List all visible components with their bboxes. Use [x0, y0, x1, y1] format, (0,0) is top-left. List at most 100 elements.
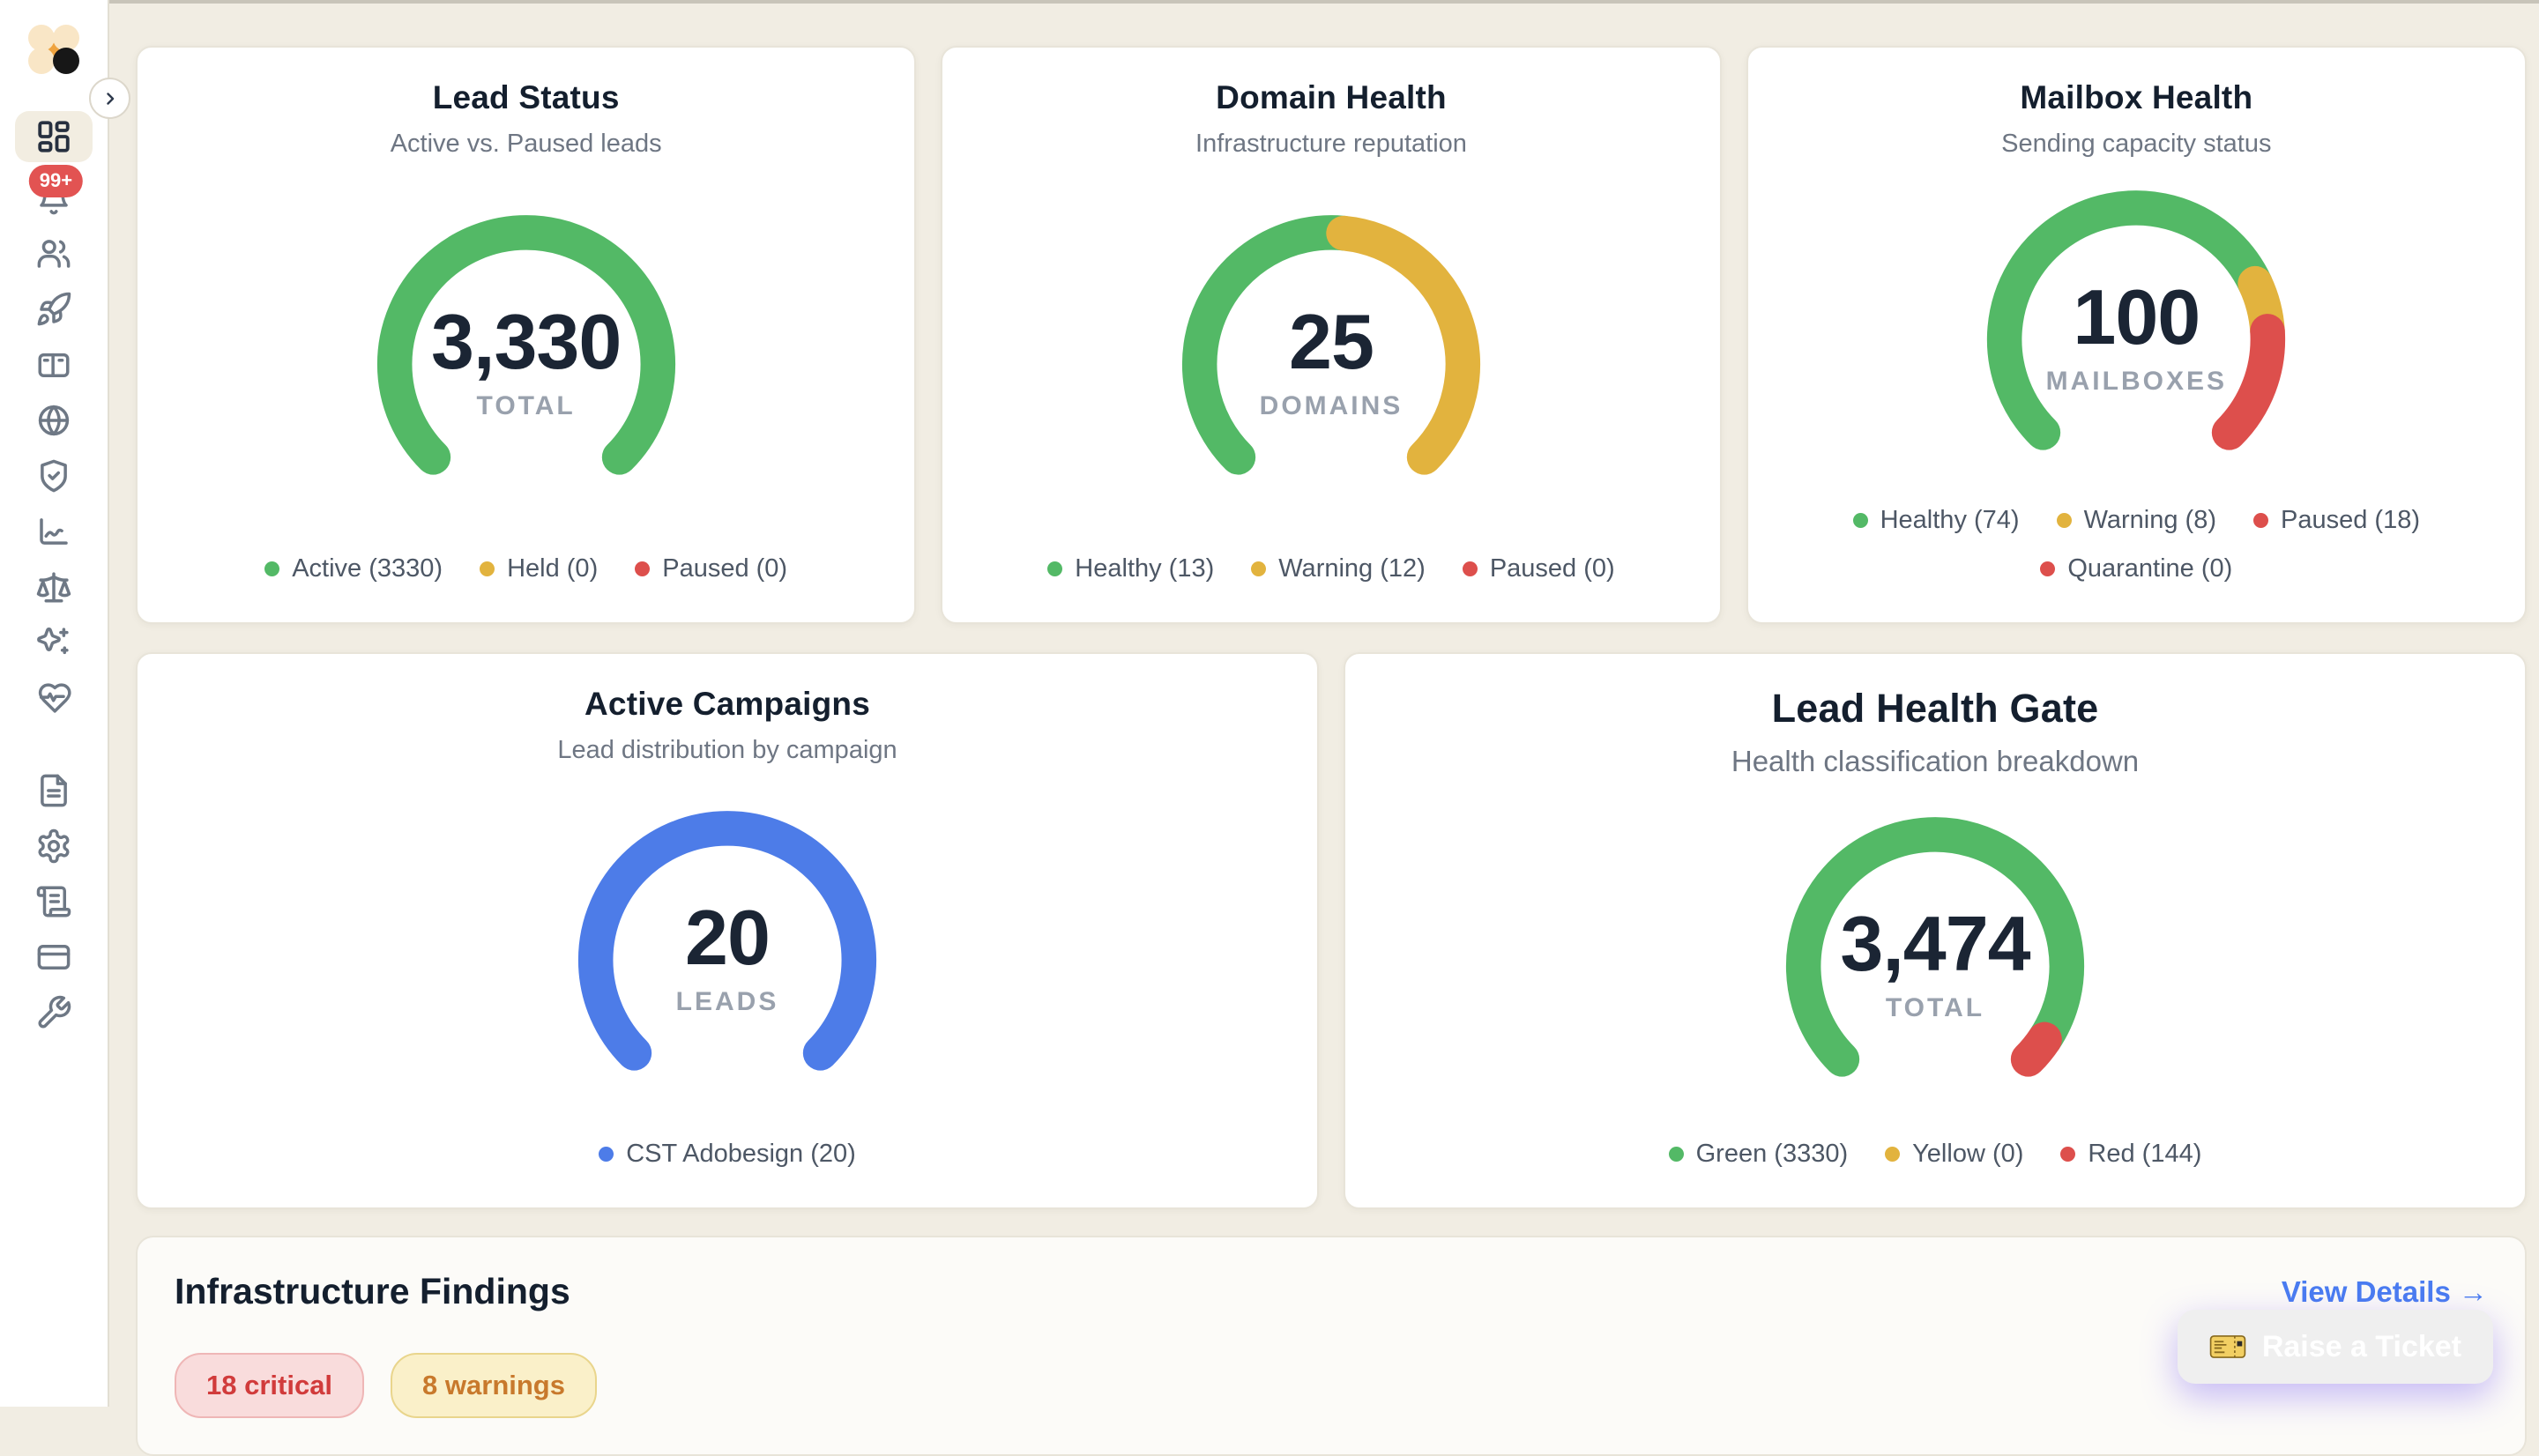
- legend-dot: [1852, 513, 1868, 528]
- legend-dot: [635, 561, 651, 576]
- sidebar-expand-button[interactable]: [89, 78, 130, 119]
- sidebar-item-invoices[interactable]: [34, 882, 73, 921]
- sidebar-item-billing[interactable]: [34, 938, 73, 977]
- sidebar-item-documents[interactable]: [34, 771, 73, 810]
- legend-dot: [1251, 561, 1267, 576]
- legend-item: Paused (0): [635, 554, 787, 583]
- main-content: Lead Status Active vs. Paused leads 3,33…: [109, 0, 2539, 1456]
- gauge-chart: 3,474 TOTAL: [1366, 782, 2504, 1133]
- sidebar-item-health[interactable]: [34, 679, 73, 717]
- findings-badges: 18 critical 8 warnings: [175, 1353, 2488, 1418]
- legend-label: Red (144): [2088, 1140, 2202, 1168]
- card-title: Lead Status: [432, 79, 620, 115]
- legend-dot: [2060, 1147, 2076, 1162]
- sidebar-item-ai-tools[interactable]: [34, 623, 73, 662]
- notification-badge: 99+: [28, 165, 84, 197]
- chart-line-icon: [40, 518, 68, 545]
- sparkles-icon: [37, 628, 69, 655]
- card-title: Mailbox Health: [2020, 79, 2253, 115]
- logo-circle: [53, 48, 79, 74]
- legend-label: Green (3330): [1695, 1140, 1849, 1168]
- legend-dot: [1047, 561, 1063, 576]
- sidebar-item-settings[interactable]: [34, 827, 73, 865]
- legend-label: Active (3330): [292, 554, 443, 583]
- card-subtitle: Lead distribution by campaign: [557, 736, 897, 764]
- sidebar-item-accounts[interactable]: [34, 345, 73, 384]
- ticket-button-label: Raise a Ticket: [2261, 1329, 2461, 1363]
- gear-icon: [38, 828, 70, 864]
- legend-item: Warning (8): [2056, 506, 2216, 535]
- legend-item: Healthy (74): [1852, 506, 2020, 535]
- wrench-icon: [38, 995, 71, 1029]
- card-active-campaigns: Active Campaigns Lead distribution by ca…: [136, 652, 1319, 1209]
- card-title: Domain Health: [1216, 79, 1447, 115]
- gauge-chart: 100 MAILBOXES: [1769, 162, 2504, 499]
- legend-item: Paused (0): [1462, 554, 1615, 583]
- legend-dot: [2040, 561, 2056, 576]
- legend-item: Healthy (13): [1047, 554, 1214, 583]
- findings-badge-warning[interactable]: 8 warnings: [391, 1353, 597, 1418]
- legend-dot: [2056, 513, 2072, 528]
- card-subtitle: Infrastructure reputation: [1195, 130, 1467, 158]
- legend-dot: [2253, 513, 2268, 528]
- view-details-link[interactable]: View Details →: [2281, 1274, 2488, 1308]
- globe-icon: [38, 405, 70, 436]
- legend-dot: [1885, 1147, 1901, 1162]
- sidebar-item-tools[interactable]: [34, 993, 73, 1032]
- sidebar-item-compliance[interactable]: [34, 568, 73, 606]
- heart-pulse-icon: [38, 683, 71, 713]
- sidebar-item-analytics[interactable]: [34, 512, 73, 551]
- gauge-chart: 3,330 TOTAL: [159, 162, 893, 547]
- legend-item: Yellow (0): [1885, 1140, 2023, 1169]
- legend-item: Quarantine (0): [2040, 554, 2232, 583]
- gauge-legend: Healthy (13) Warning (12) Paused (0): [1047, 554, 1615, 583]
- gauge-arc: [376, 214, 675, 475]
- infrastructure-findings-card: Infrastructure Findings View Details → 1…: [136, 1236, 2527, 1456]
- legend-label: Warning (12): [1278, 554, 1426, 583]
- ticket-icon: [2209, 1335, 2246, 1358]
- findings-header: Infrastructure Findings View Details →: [175, 1271, 2488, 1312]
- cards-row-bottom: Active Campaigns Lead distribution by ca…: [136, 652, 2527, 1209]
- legend-label: Paused (18): [2281, 506, 2420, 534]
- legend-dot: [480, 561, 495, 576]
- sidebar-nav: 99+: [0, 111, 108, 1032]
- legend-label: Healthy (13): [1075, 554, 1215, 583]
- app-logo[interactable]: [28, 25, 79, 74]
- legend-label: Warning (8): [2083, 506, 2216, 534]
- sidebar: 99+: [0, 0, 109, 1407]
- gauge-legend: Green (3330) Yellow (0) Red (144): [1668, 1140, 2201, 1169]
- sidebar-item-notifications[interactable]: 99+: [28, 165, 84, 218]
- gauge-arc: [577, 810, 877, 1071]
- logo-circle: [28, 48, 55, 74]
- gauge-arc: [1181, 214, 1481, 475]
- sidebar-item-contacts[interactable]: [34, 234, 73, 273]
- sidebar-item-dashboard[interactable]: [15, 111, 93, 162]
- file-text-icon: [41, 774, 67, 807]
- card-lead-status: Lead Status Active vs. Paused leads 3,33…: [136, 46, 917, 624]
- logo-circle: [28, 25, 55, 51]
- legend-item: Active (3330): [264, 554, 443, 583]
- legend-label: Quarantine (0): [2067, 554, 2233, 583]
- gauge-legend: CST Adobesign (20): [599, 1140, 856, 1169]
- legend-dot: [1462, 561, 1478, 576]
- sidebar-item-domains[interactable]: [34, 401, 73, 440]
- card-title: Lead Health Gate: [1771, 686, 2099, 731]
- legend-label: Healthy (74): [1880, 506, 2020, 534]
- sidebar-item-security[interactable]: [34, 457, 73, 495]
- card-subtitle: Sending capacity status: [2001, 130, 2272, 158]
- gauge-chart: 20 LEADS: [159, 769, 1296, 1133]
- raise-ticket-button[interactable]: Raise a Ticket: [2177, 1310, 2493, 1384]
- legend-item: Green (3330): [1668, 1140, 1849, 1169]
- gauge-arc: [1785, 817, 2085, 1077]
- legend-label: Yellow (0): [1912, 1140, 2024, 1168]
- users-icon: [37, 240, 71, 268]
- findings-badge-critical[interactable]: 18 critical: [175, 1353, 365, 1418]
- gauge-legend: Healthy (74) Warning (8) Paused (18) Quaran…: [1775, 506, 2498, 583]
- findings-title: Infrastructure Findings: [175, 1271, 570, 1311]
- card-subtitle: Health classification breakdown: [1731, 745, 2140, 777]
- gauge-chart: 25 DOMAINS: [964, 162, 1698, 547]
- legend-item: Red (144): [2060, 1140, 2201, 1169]
- sidebar-item-campaigns[interactable]: [34, 290, 73, 329]
- logo-circle: [53, 25, 79, 51]
